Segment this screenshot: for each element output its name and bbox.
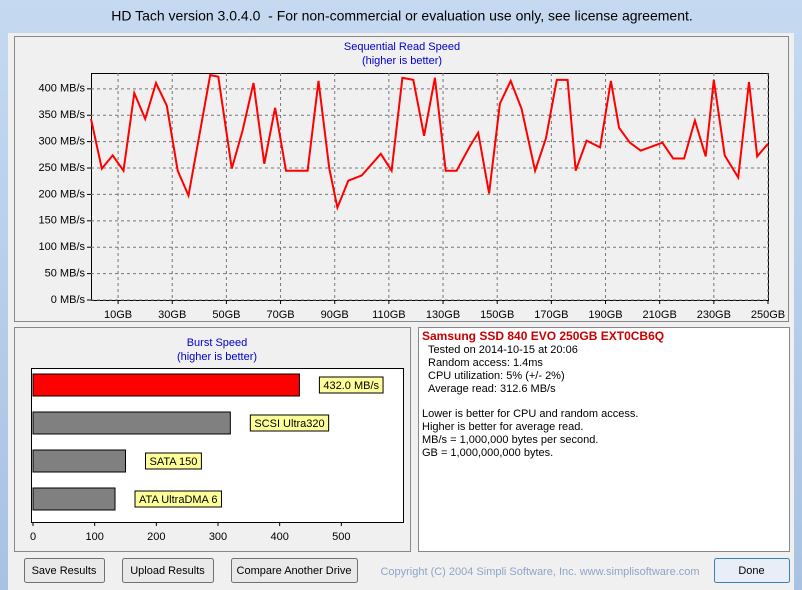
bar-label: SCSI Ultra320 xyxy=(249,414,330,432)
x-tick-label: 300 xyxy=(209,531,227,543)
x-tick-label: 0 xyxy=(30,531,36,543)
bar-label-text: 432.0 MB/s xyxy=(323,380,379,392)
info-panel xyxy=(418,327,790,552)
bar-label-text: ATA UltraDMA 6 xyxy=(139,494,217,506)
x-tick-label: 500 xyxy=(332,531,350,543)
bar xyxy=(32,411,231,435)
y-tick-label: 400 MB/s xyxy=(39,83,86,95)
bar xyxy=(32,449,126,473)
burst-title: Burst Speed xyxy=(187,337,248,349)
button-label: Save Results xyxy=(32,565,97,577)
drive-info-line: Average read: 312.6 MB/s xyxy=(428,383,556,395)
bar-label-text: SATA 150 xyxy=(150,456,198,468)
burst-subtitle: (higher is better) xyxy=(177,351,257,363)
y-tick-label: 100 MB/s xyxy=(39,241,86,253)
drive-info-line: Tested on 2014-10-15 at 20:06 xyxy=(428,344,578,356)
x-tick-label: 50GB xyxy=(212,309,240,321)
copyright: Copyright (C) 2004 Simpli Software, Inc.… xyxy=(380,566,699,578)
bar-label: ATA UltraDMA 6 xyxy=(134,490,222,508)
bar-label-text: SCSI Ultra320 xyxy=(254,418,324,430)
button-label: Upload Results xyxy=(130,565,205,577)
bar-label-box xyxy=(134,490,222,508)
drive-name: Samsung SSD 840 EVO 250GB EXT0CB6Q xyxy=(422,329,664,343)
button[interactable]: Save Results xyxy=(24,558,105,583)
button-label: Done xyxy=(738,565,764,577)
bar-label-box xyxy=(145,452,202,470)
x-tick-label: 210GB xyxy=(643,309,677,321)
x-tick-label: 400 xyxy=(270,531,288,543)
read-title: Sequential Read Speed xyxy=(344,41,460,53)
drive-info-line: CPU utilization: 5% (+/- 2%) xyxy=(428,370,565,382)
x-tick-label: 10GB xyxy=(104,309,132,321)
x-tick-label: 130GB xyxy=(426,309,460,321)
y-tick-label: 300 MB/s xyxy=(39,136,86,148)
x-tick-label: 170GB xyxy=(534,309,568,321)
bar-label: 432.0 MB/s xyxy=(318,376,384,394)
button-label: Compare Another Drive xyxy=(237,565,352,577)
y-tick-label: 0 MB/s xyxy=(51,294,86,306)
bar-label-box xyxy=(249,414,330,432)
drive-note: Lower is better for CPU and random acces… xyxy=(422,408,638,420)
bar xyxy=(32,487,116,511)
drive-note: MB/s = 1,000,000 bytes per second. xyxy=(422,434,598,446)
button-face xyxy=(714,558,790,583)
bar-label: SATA 150 xyxy=(145,452,202,470)
read-line xyxy=(90,73,769,212)
y-tick-label: 250 MB/s xyxy=(39,162,86,174)
drive-note: GB = 1,000,000,000 bytes. xyxy=(422,447,553,459)
button-face xyxy=(122,558,214,583)
bar xyxy=(32,373,300,397)
x-tick-label: 90GB xyxy=(321,309,349,321)
x-tick-label: 190GB xyxy=(588,309,622,321)
bar-label-box xyxy=(318,376,384,394)
x-tick-label: 70GB xyxy=(266,309,294,321)
x-tick-label: 30GB xyxy=(158,309,186,321)
x-tick-label: 100 xyxy=(85,531,103,543)
y-tick-label: 50 MB/s xyxy=(45,268,86,280)
button-face xyxy=(231,558,358,583)
y-tick-label: 200 MB/s xyxy=(39,188,86,200)
x-tick-label: 110GB xyxy=(372,309,405,321)
x-tick-label: 150GB xyxy=(480,309,514,321)
x-tick-label: 200 xyxy=(147,531,165,543)
button[interactable]: Done xyxy=(714,558,790,583)
x-tick-label: 230GB xyxy=(697,309,731,321)
read-subtitle: (higher is better) xyxy=(362,55,442,67)
y-tick-label: 350 MB/s xyxy=(39,109,86,121)
drive-note: Higher is better for average read. xyxy=(422,421,583,433)
x-tick-label: 250GB xyxy=(751,309,785,321)
drive-info-line: Random access: 1.4ms xyxy=(428,357,543,369)
button[interactable]: Compare Another Drive xyxy=(231,558,358,583)
y-tick-label: 150 MB/s xyxy=(39,215,86,227)
button-face xyxy=(24,558,105,583)
button[interactable]: Upload Results xyxy=(122,558,214,583)
window-title: HD Tach version 3.0.4.0 - For non-commer… xyxy=(111,8,693,24)
